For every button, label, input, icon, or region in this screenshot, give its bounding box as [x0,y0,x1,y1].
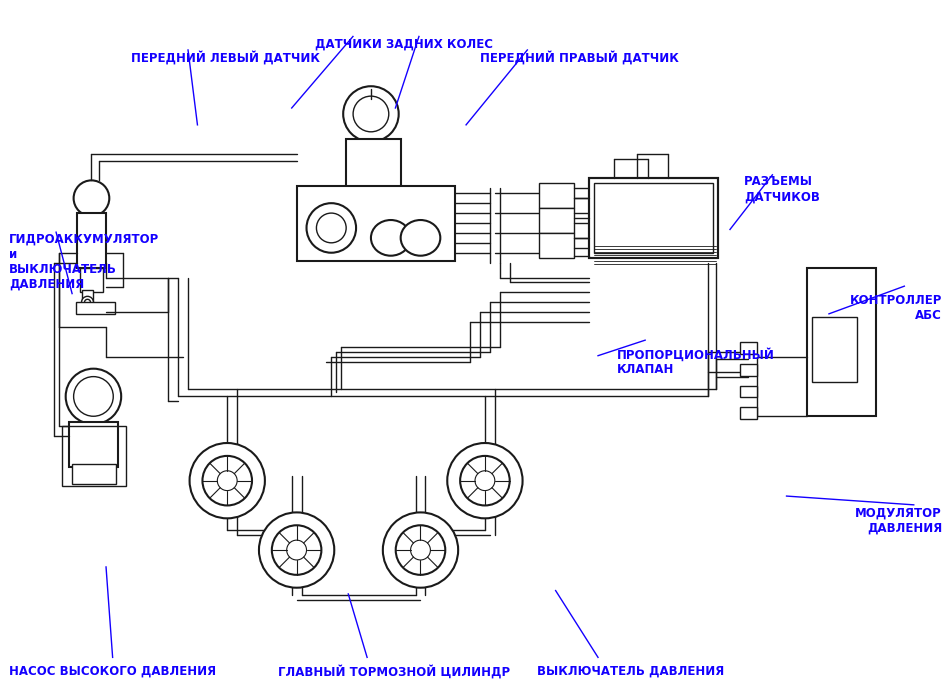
Circle shape [447,443,523,518]
Text: РАЗЪЕМЫ
ДАТЧИКОВ: РАЗЪЕМЫ ДАТЧИКОВ [744,176,820,204]
Text: НАСОС ВЫСОКОГО ДАВЛЕНИЯ: НАСОС ВЫСОКОГО ДАВЛЕНИЯ [9,665,216,678]
Bar [740,342,757,354]
Bar [539,183,574,208]
Bar [539,208,574,233]
Ellipse shape [371,220,411,255]
Bar [297,187,456,261]
Text: ПЕРЕДНИЙ ЛЕВЫЙ ДАТЧИК: ПЕРЕДНИЙ ЛЕВЫЙ ДАТЧИК [131,50,320,65]
Bar [71,464,116,484]
Circle shape [218,471,237,490]
Circle shape [286,540,306,560]
Circle shape [73,180,109,216]
Bar [740,385,757,398]
Circle shape [306,203,356,253]
Bar [62,426,126,486]
Circle shape [85,300,90,305]
Bar [589,178,718,257]
Ellipse shape [400,220,440,255]
Bar [740,407,757,419]
Bar [589,178,718,257]
Text: ВЫКЛЮЧАТЕЛЬ ДАВЛЕНИЯ: ВЫКЛЮЧАТЕЛЬ ДАВЛЕНИЯ [536,665,724,678]
Bar [539,233,574,257]
Bar [75,302,115,314]
Circle shape [343,86,398,142]
Circle shape [203,456,252,505]
Text: ПЕРЕДНИЙ ПРАВЫЙ ДАТЧИК: ПЕРЕДНИЙ ПРАВЫЙ ДАТЧИК [480,50,679,65]
Circle shape [383,512,458,588]
Bar [812,317,857,381]
Bar [82,290,93,305]
Circle shape [259,512,334,588]
Circle shape [272,525,321,575]
Circle shape [460,456,510,505]
Circle shape [189,443,265,518]
Text: ГИДРОАККУМУЛЯТОР
и
ВЫКЛЮЧАТЕЛЬ
ДАВЛЕНИЯ: ГИДРОАККУМУЛЯТОР и ВЫКЛЮЧАТЕЛЬ ДАВЛЕНИЯ [9,233,159,291]
Circle shape [396,525,445,575]
Text: КОНТРОЛЛЕР
АБС: КОНТРОЛЛЕР АБС [849,294,942,321]
Bar [346,139,400,189]
Bar [594,183,713,253]
Bar [80,268,104,292]
Bar [740,364,757,376]
Circle shape [317,213,346,243]
Circle shape [411,540,431,560]
Text: ПРОПОРЦИОНАЛЬНЫЙ
КЛАПАН: ПРОПОРЦИОНАЛЬНЫЙ КЛАПАН [617,347,775,377]
Circle shape [82,296,93,308]
Text: МОДУЛЯТОР
ДАВЛЕНИЯ: МОДУЛЯТОР ДАВЛЕНИЯ [855,506,942,534]
Circle shape [353,96,389,132]
Bar [77,213,107,268]
Circle shape [66,368,121,424]
Bar [807,268,877,416]
Circle shape [475,471,495,490]
Bar [68,422,118,466]
Text: ДАТЧИКИ ЗАДНИХ КОЛЕС: ДАТЧИКИ ЗАДНИХ КОЛЕС [316,37,494,50]
Text: ГЛАВНЫЙ ТОРМОЗНОЙ ЦИЛИНДР: ГЛАВНЫЙ ТОРМОЗНОЙ ЦИЛИНДР [278,665,510,679]
Circle shape [73,377,113,416]
